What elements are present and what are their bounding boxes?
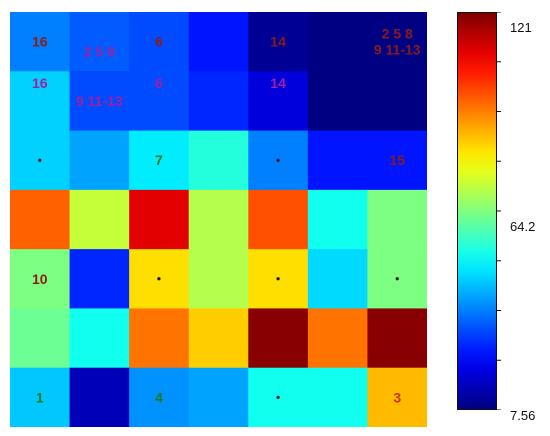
cell-label: 2 5 8	[382, 26, 413, 42]
cell-label: 7	[155, 152, 163, 168]
colorbar-max-label: 121	[510, 20, 532, 35]
marker-dot	[276, 277, 280, 281]
heatmap-cell	[307, 308, 368, 369]
colorbar-mid-label: 64.2	[510, 219, 536, 234]
heatmap-cell	[248, 71, 309, 132]
marker-dot	[276, 158, 280, 162]
heatmap-cell	[69, 71, 130, 132]
heatmap-cell	[129, 12, 190, 72]
heatmap-cell	[69, 308, 130, 369]
marker-dot	[38, 158, 42, 162]
heatmap-cell	[367, 308, 427, 369]
cell-label: 16	[32, 34, 48, 50]
heatmap-cell	[307, 12, 368, 72]
heatmap-cell	[129, 367, 190, 427]
cell-label: 6	[155, 34, 163, 50]
heatmap-cell	[10, 249, 71, 309]
heatmap-cell	[188, 12, 249, 72]
cell-label: 6	[155, 75, 163, 91]
heatmap-cell	[188, 249, 249, 309]
heatmap-cell	[129, 71, 190, 132]
heatmap-cell	[69, 189, 130, 250]
heatmap-cell	[248, 12, 309, 72]
heatmap-cell	[188, 308, 249, 369]
heatmap-cell	[129, 308, 190, 369]
heatmap-cell	[188, 189, 249, 250]
heatmap-cell	[10, 189, 71, 250]
heatmap-cell	[10, 367, 71, 427]
cell-label: 3	[393, 389, 401, 405]
cell-label: 14	[270, 75, 286, 91]
heatmap-cell	[307, 189, 368, 250]
cell-label: 16	[32, 75, 48, 91]
heatmap-cell	[367, 12, 427, 72]
heatmap-cell	[188, 71, 249, 132]
heatmap-cell	[188, 367, 249, 427]
heatmap-cell	[69, 130, 130, 191]
heatmap-cell	[69, 367, 130, 427]
heatmap-cell	[69, 249, 130, 309]
heatmap-cell	[10, 71, 71, 132]
heatmap-cell	[367, 189, 427, 250]
heatmap-cell	[248, 189, 309, 250]
heatmap-cell	[69, 12, 130, 72]
cell-label: 1	[36, 389, 44, 405]
marker-dot	[157, 277, 161, 281]
cell-label: 9 11-13	[374, 42, 421, 58]
heatmap-cell	[307, 367, 368, 427]
heatmap-cell	[188, 130, 249, 191]
cell-label: 10	[32, 271, 48, 287]
cell-label: 15	[389, 152, 405, 168]
heatmap-cell	[10, 12, 71, 72]
cell-label: 2 5 8	[84, 44, 115, 60]
heatmap-cell	[367, 130, 427, 191]
cell-label: 9 11-13	[76, 93, 123, 109]
colorbar	[457, 12, 497, 410]
heatmap-cell	[129, 130, 190, 191]
marker-dot	[276, 395, 280, 399]
heatmap-cell	[307, 130, 368, 191]
cell-label: 4	[155, 389, 163, 405]
heatmap-cell	[367, 367, 427, 427]
colorbar-min-label: 7.56	[510, 408, 536, 423]
heatmap-cell	[367, 71, 427, 132]
marker-dot	[395, 277, 399, 281]
heatmap-cell	[307, 71, 368, 132]
colorbar-ticks	[497, 12, 501, 410]
cell-label: 14	[270, 34, 286, 50]
heatmap-cell	[10, 308, 71, 369]
heatmap-cell	[248, 308, 309, 369]
heatmap-cell	[129, 189, 190, 250]
heatmap-cell	[307, 249, 368, 309]
